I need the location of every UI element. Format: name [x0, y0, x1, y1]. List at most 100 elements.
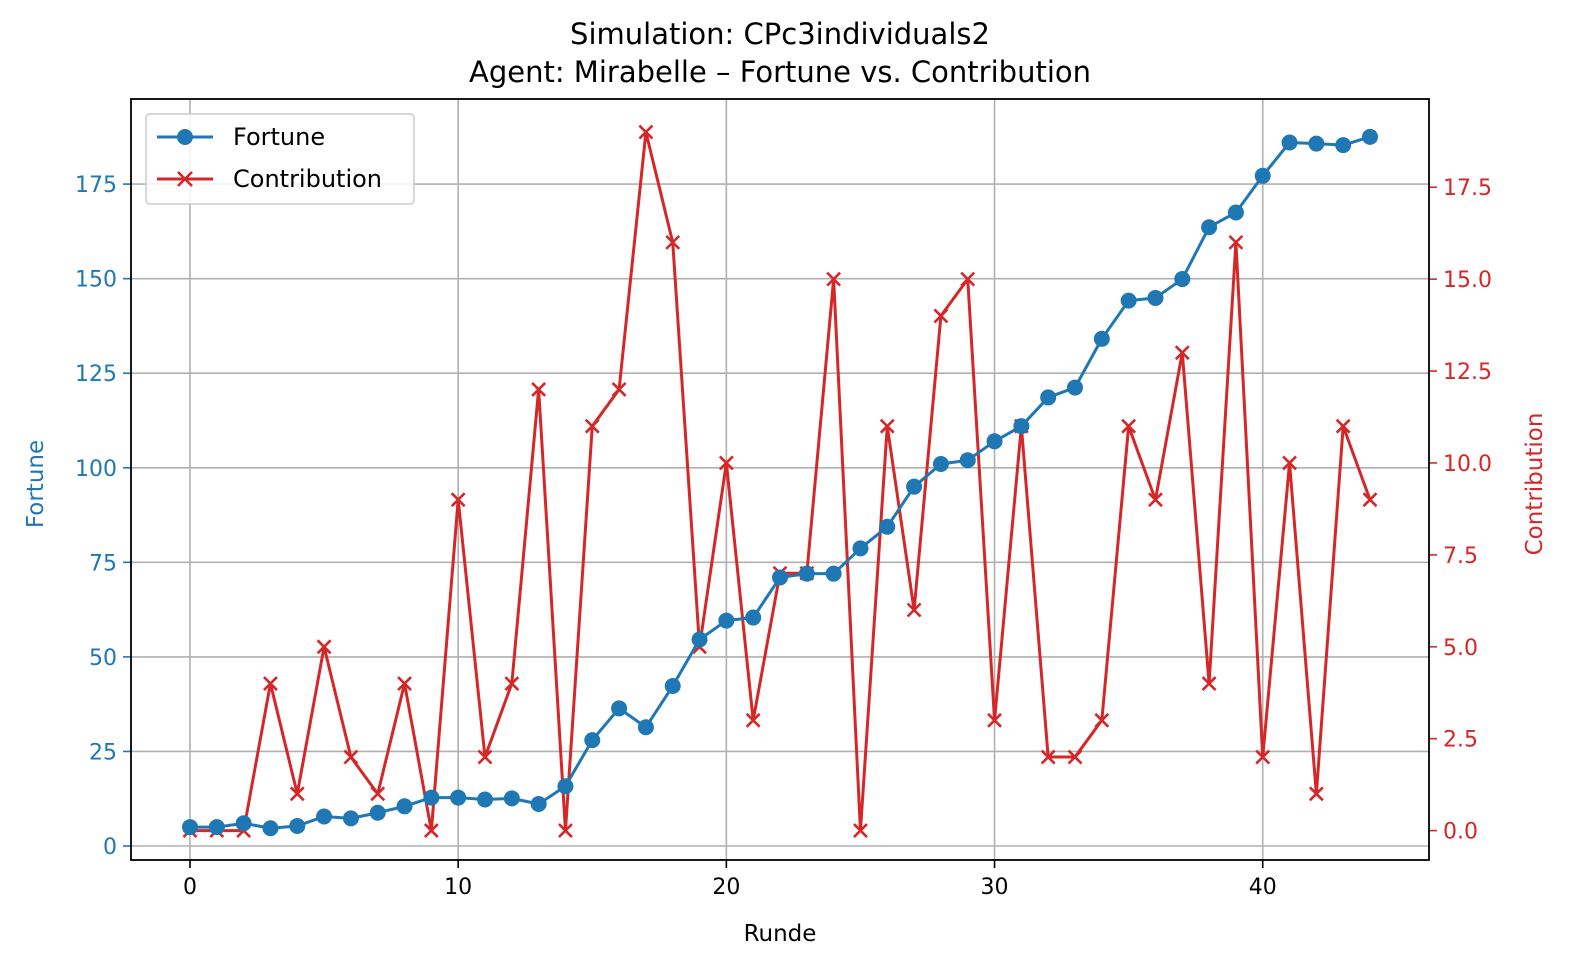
x-tick-label: 10: [444, 875, 472, 900]
data-point-contribution: [1121, 418, 1137, 434]
data-point-contribution: [423, 823, 439, 839]
y-left-tick-label: 125: [75, 362, 117, 387]
data-point-contribution: [1040, 749, 1056, 765]
data-point-contribution: [906, 602, 922, 618]
data-point-fortune: [1201, 219, 1218, 236]
x-axis: 0 10 20 30 40: [183, 860, 1277, 900]
data-point-contribution: [289, 786, 305, 802]
data-point-fortune: [798, 565, 815, 582]
data-point-contribution: [718, 455, 734, 471]
data-point-contribution: [1148, 492, 1163, 508]
legend-fortune-marker: [177, 129, 193, 145]
y-right-tick-label: 12.5: [1443, 360, 1492, 385]
data-point-fortune: [1308, 135, 1325, 152]
data-point-contribution: [558, 823, 573, 839]
data-point-contribution: [665, 234, 681, 250]
grid-lines: [131, 99, 1429, 860]
data-point-contribution: [1094, 712, 1110, 728]
data-point-contribution: [826, 271, 842, 287]
data-point-contribution: [1282, 455, 1297, 471]
data-point-contribution: [1067, 749, 1083, 765]
data-point-fortune: [1174, 271, 1191, 288]
data-point-fortune: [1281, 134, 1298, 151]
data-point-fortune: [772, 569, 788, 586]
y-left-tick-label: 175: [75, 173, 117, 198]
data-point-fortune: [611, 700, 628, 717]
chart-title: Simulation: CPc3individuals2: [570, 17, 990, 51]
data-point-fortune: [932, 455, 949, 472]
data-point-fortune: [396, 798, 413, 815]
data-point-fortune: [235, 815, 252, 832]
y-axis-left-label: Fortune: [23, 440, 49, 528]
y-right-tick-label: 5.0: [1443, 636, 1478, 661]
y-right-tick-label: 17.5: [1443, 176, 1492, 201]
data-point-contribution: [611, 382, 627, 397]
data-point-contribution: [1201, 676, 1217, 691]
y-left-tick-label: 150: [75, 268, 117, 293]
data-point-fortune: [1013, 418, 1030, 435]
data-point-fortune: [1254, 167, 1271, 184]
data-point-fortune: [637, 719, 654, 736]
data-point-fortune: [530, 796, 547, 813]
data-point-fortune: [208, 819, 225, 836]
legend-contribution-label: Contribution: [233, 165, 382, 193]
y-left-tick-label: 100: [75, 457, 117, 482]
data-point-contribution: [745, 712, 761, 728]
data-point-fortune: [1120, 292, 1137, 309]
data-point-fortune: [1093, 330, 1110, 347]
data-point-contribution: [987, 712, 1002, 728]
data-point-contribution: [504, 676, 520, 691]
data-point-contribution: [584, 418, 600, 434]
series-fortune: [182, 128, 1378, 837]
data-point-fortune: [825, 565, 842, 582]
data-point-contribution: [1308, 786, 1324, 802]
data-point-fortune: [450, 789, 467, 806]
data-point-contribution: [853, 823, 868, 839]
y-left-tick-label: 0: [103, 835, 117, 860]
data-point-contribution: [343, 749, 359, 765]
data-point-fortune: [906, 478, 923, 495]
y-right-tick-label: 15.0: [1443, 268, 1492, 293]
data-point-fortune: [1335, 137, 1352, 154]
data-point-fortune: [745, 609, 762, 626]
data-point-contribution: [397, 676, 412, 691]
data-point-contribution: [933, 308, 949, 324]
data-point-fortune: [691, 631, 708, 648]
data-point-fortune: [289, 817, 306, 834]
data-point-fortune: [718, 612, 735, 629]
data-point-contribution: [1255, 749, 1271, 765]
data-point-contribution: [879, 418, 895, 434]
data-point-fortune: [986, 433, 1003, 450]
data-point-fortune: [584, 732, 601, 749]
x-tick-label: 20: [712, 875, 740, 900]
data-point-fortune: [852, 540, 869, 557]
legend-contribution-marker: [177, 171, 193, 187]
x-axis-label: Runde: [744, 921, 817, 947]
data-point-fortune: [503, 790, 520, 807]
data-point-fortune: [262, 820, 279, 837]
data-point-contribution: [1335, 418, 1351, 434]
plot-frame: [130, 98, 1430, 861]
x-tick-label: 40: [1249, 875, 1277, 900]
y-right-tick-label: 2.5: [1443, 728, 1478, 753]
data-point-fortune: [477, 791, 493, 808]
data-point-fortune: [959, 452, 976, 469]
data-point-fortune: [557, 778, 574, 795]
data-point-contribution: [263, 676, 278, 691]
y-right-tick-label: 7.5: [1443, 544, 1478, 569]
data-point-contribution: [316, 639, 332, 655]
x-tick-label: 0: [183, 875, 197, 900]
data-point-contribution: [531, 382, 547, 397]
right-axis: 0.0 2.5 5.0 7.5 10.0 12.5 15.0 17.5: [1429, 176, 1492, 845]
data-point-contribution: [1174, 345, 1190, 361]
y-left-tick-label: 25: [89, 740, 117, 765]
data-point-fortune: [1040, 389, 1057, 406]
data-point-contribution: [450, 492, 466, 508]
data-point-fortune: [316, 808, 333, 825]
y-right-tick-label: 10.0: [1443, 452, 1492, 477]
data-point-contribution: [477, 749, 493, 765]
chart-subtitle: Agent: Mirabelle – Fortune vs. Contribut…: [469, 55, 1091, 89]
legend-fortune-label: Fortune: [233, 123, 325, 151]
y-left-tick-label: 75: [89, 551, 117, 576]
